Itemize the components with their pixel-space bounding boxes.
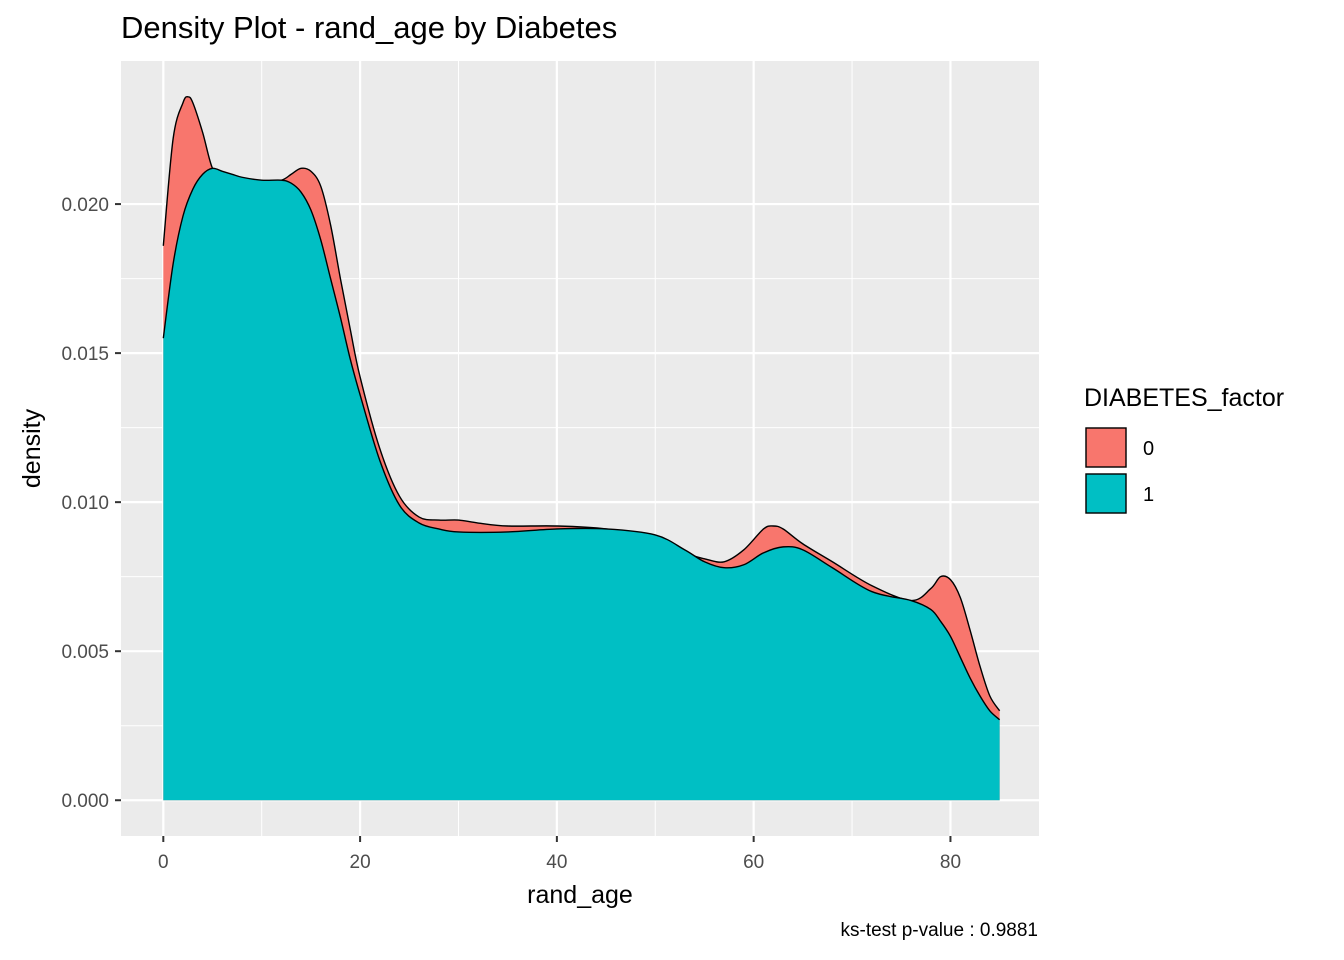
x-axis-title: rand_age xyxy=(527,881,633,909)
y-axis-title: density xyxy=(18,408,46,488)
x-tick-label: 60 xyxy=(743,852,764,873)
x-tick-label: 40 xyxy=(546,852,567,873)
density-area-1 xyxy=(163,168,1000,801)
legend-title: DIABETES_factor xyxy=(1084,384,1284,412)
y-tick-label: 0.005 xyxy=(61,642,109,663)
density-outline-1 xyxy=(162,167,1001,721)
legend-swatch-0 xyxy=(1085,427,1127,468)
legend-swatch-1 xyxy=(1085,473,1127,514)
chart-caption: ks-test p-value : 0.9881 xyxy=(840,920,1039,941)
x-tick-label: 0 xyxy=(158,852,169,873)
chart-title: Density Plot - rand_age by Diabetes xyxy=(121,10,618,45)
legend-label-1: 1 xyxy=(1143,484,1154,506)
legend-label-0: 0 xyxy=(1143,438,1154,460)
y-tick-label: 0.015 xyxy=(61,344,109,365)
y-tick-label: 0.020 xyxy=(61,195,109,216)
x-tick-label: 20 xyxy=(350,852,371,873)
x-tick-label: 80 xyxy=(940,852,961,873)
y-tick-label: 0.010 xyxy=(61,493,109,514)
y-tick-label: 0.000 xyxy=(61,791,109,812)
